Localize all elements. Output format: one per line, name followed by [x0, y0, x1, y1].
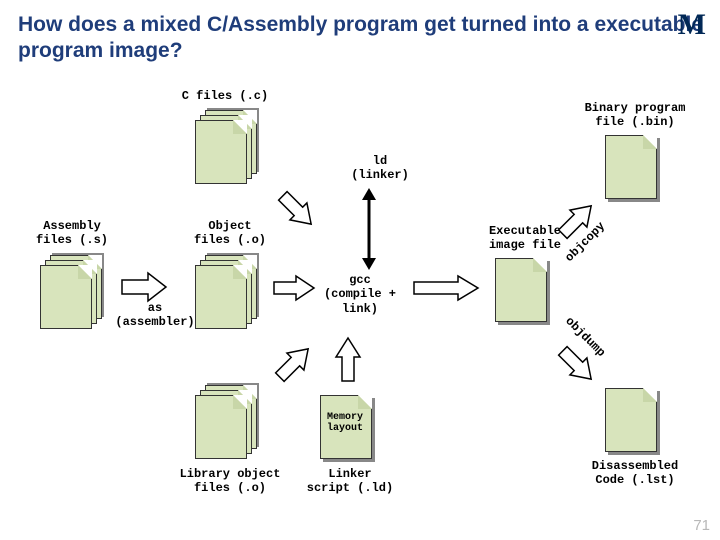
arrow-library-up [268, 337, 320, 389]
arrow-gcc-to-exec [412, 273, 480, 303]
label-c-files: C files (.c) [170, 90, 280, 104]
arrow-as-to-object [120, 270, 168, 304]
arrow-object-to-gcc [272, 273, 316, 303]
slide-title: How does a mixed C/Assembly program get … [18, 12, 720, 65]
arrow-linker-up [333, 335, 363, 383]
label-ld-linker: ld (linker) [340, 155, 420, 183]
label-gcc: gcc (compile + link) [320, 273, 400, 316]
page-number: 71 [693, 517, 710, 534]
umich-logo: M [678, 8, 702, 42]
arrow-ld-double [358, 186, 380, 272]
label-library: Library object files (.o) [160, 468, 300, 496]
label-binary: Binary program file (.bin) [560, 102, 710, 130]
label-object: Object files (.o) [180, 220, 280, 248]
label-linker-script: Linker script (.ld) [295, 468, 405, 496]
label-disassembled: Disassembled Code (.lst) [565, 460, 705, 488]
label-as-assembler: as (assembler) [105, 302, 205, 330]
label-assembly: Assembly files (.s) [22, 220, 122, 248]
label-memory-layout: Memory layout [327, 412, 371, 434]
